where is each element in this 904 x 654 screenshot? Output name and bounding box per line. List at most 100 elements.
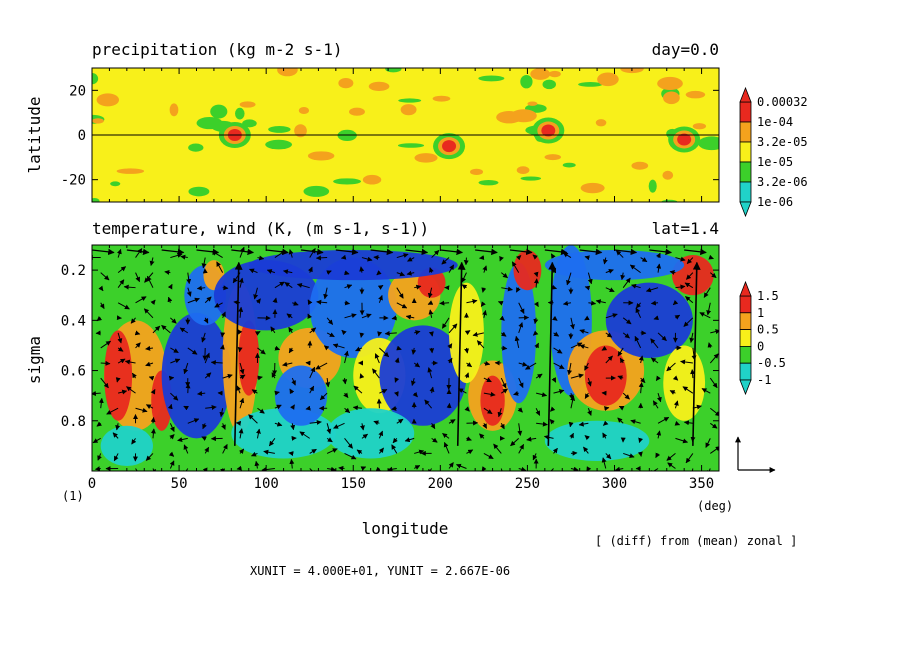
wind-vector — [327, 466, 336, 471]
wind-vector — [513, 390, 519, 396]
wind-vector — [584, 255, 590, 261]
wind-vector — [622, 332, 630, 339]
wind-vector — [640, 377, 646, 384]
wind-vector — [169, 460, 175, 469]
wind-vector — [553, 389, 565, 394]
precip-patch-orange — [496, 110, 522, 124]
wind-vector — [656, 263, 662, 273]
temp-y-axis: 0.2 0.4 0.6 0.8 — [61, 263, 719, 430]
wind-vector — [631, 283, 641, 289]
wind-vector — [685, 296, 694, 304]
precip-patch-orange — [470, 168, 484, 175]
wind-upper-flow — [161, 248, 185, 256]
wind-vector — [619, 357, 625, 364]
wind-vector — [326, 423, 332, 435]
wind-vector — [448, 323, 458, 334]
wind-vector — [115, 423, 121, 431]
wind-vector — [499, 315, 505, 321]
wind-vector — [308, 266, 313, 273]
wind-updraft — [456, 261, 466, 446]
wind-vector — [515, 287, 521, 293]
wind-vector — [656, 252, 661, 259]
wind-vector — [201, 436, 207, 441]
wind-vector — [673, 400, 679, 409]
wind-vector — [483, 407, 493, 415]
wind-vector — [536, 421, 548, 427]
wind-vector — [603, 420, 609, 426]
precip-patch-orange — [663, 91, 680, 105]
wind-vector — [221, 311, 226, 319]
wind-vector — [359, 332, 365, 338]
wind-vector — [517, 423, 523, 436]
precip-patch-orange — [368, 81, 390, 91]
wind-vector — [135, 468, 138, 471]
wind-vector — [376, 270, 382, 276]
wind-vector — [394, 377, 400, 383]
wind-vector — [703, 287, 711, 298]
wind-vector — [430, 423, 436, 430]
wind-vector — [201, 332, 206, 343]
wind-vector — [236, 385, 242, 394]
wind-vector — [629, 264, 641, 274]
wind-vector — [464, 406, 470, 412]
wind-vector — [406, 270, 415, 276]
wind-vector — [466, 436, 472, 441]
wind-vector — [307, 313, 313, 320]
wind-vector — [221, 423, 226, 430]
wind-vector — [683, 317, 694, 327]
wind-vector — [553, 331, 560, 337]
wind-vector — [219, 344, 225, 350]
wind-vector — [391, 315, 397, 321]
wind-upper-flow — [266, 248, 289, 256]
temp-cb-swatch — [739, 312, 752, 330]
wind-vector — [187, 347, 198, 355]
wind-vector — [167, 403, 173, 410]
wind-vector — [499, 255, 504, 262]
wind-vector — [427, 300, 434, 305]
wind-vector — [360, 466, 367, 471]
wind-vector — [170, 358, 181, 364]
wind-vector — [656, 430, 662, 439]
precip-patch-orange — [657, 76, 683, 91]
temp-blob-red — [584, 345, 627, 406]
wind-upper-flow — [440, 248, 463, 256]
wind-upper-flow — [649, 248, 672, 256]
wind-vector — [570, 317, 575, 330]
wind-vector — [479, 255, 485, 261]
precip-patch-green — [265, 139, 292, 150]
precip-patch-green — [520, 176, 542, 181]
wind-vector — [535, 408, 541, 416]
wind-vector — [709, 272, 717, 279]
wind-vector — [130, 317, 136, 324]
wind-upper-flow — [475, 248, 498, 256]
wind-vector — [271, 372, 277, 379]
wind-vector — [482, 310, 487, 318]
wind-vector — [680, 359, 693, 365]
wind-vector — [396, 253, 409, 259]
precip-ytick-label: 0 — [78, 128, 86, 144]
wind-vector — [672, 375, 679, 381]
wind-vector — [117, 346, 124, 352]
wind-vector — [94, 466, 101, 471]
wind-vector — [186, 272, 192, 285]
wind-vector — [466, 299, 478, 304]
temp-blob-cyan — [100, 425, 153, 466]
wind-vector — [361, 256, 373, 262]
wind-vector — [186, 287, 192, 297]
wind-vector — [616, 250, 624, 258]
wind-vector — [323, 345, 330, 351]
wind-vector — [372, 368, 380, 379]
precip-cb-label: 1e-04 — [757, 115, 793, 129]
wind-vector — [344, 438, 353, 449]
wind-vector — [447, 343, 453, 349]
wind-vector — [282, 361, 293, 367]
wind-vector — [583, 446, 589, 454]
precip-patch-orange — [685, 90, 706, 99]
temp-xtick-label: 300 — [602, 476, 627, 492]
wind-vector — [638, 382, 644, 394]
wind-vector — [396, 287, 404, 299]
wind-vector — [709, 353, 719, 364]
wind-vector — [551, 377, 557, 383]
temp-xtick-label: 200 — [428, 476, 453, 492]
wind-vector — [309, 448, 317, 454]
